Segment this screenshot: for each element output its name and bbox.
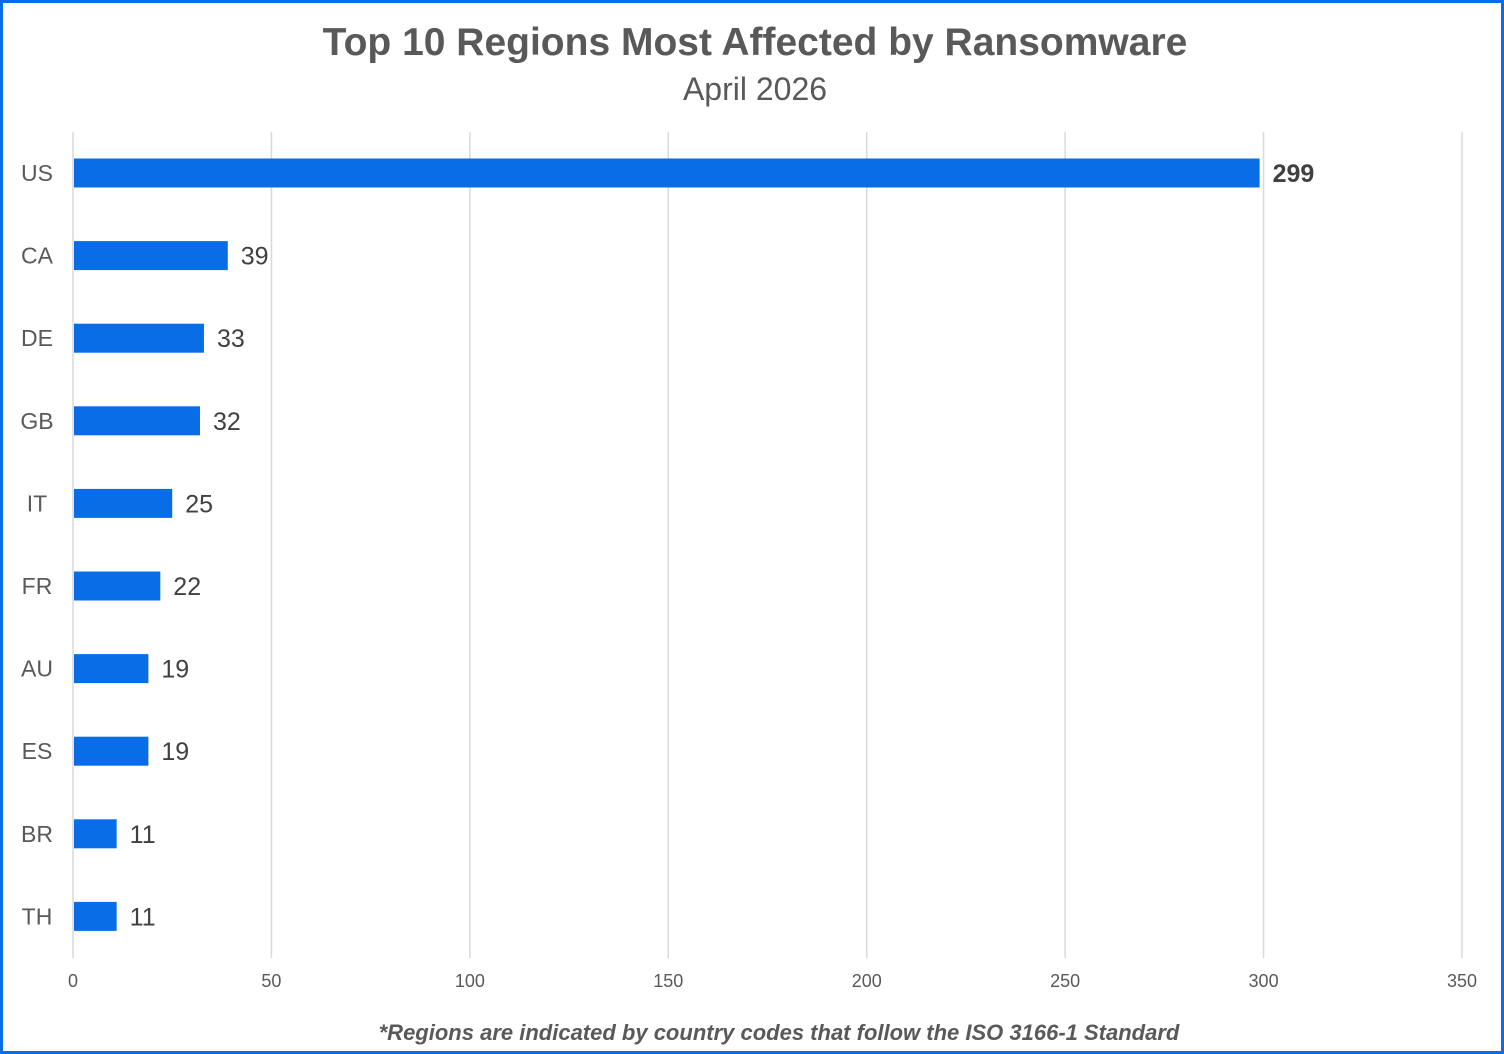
category-label: GB: [20, 408, 53, 434]
bar: [74, 654, 149, 684]
category-label: IT: [27, 490, 47, 516]
x-tick-label: 150: [653, 971, 683, 991]
value-label: 33: [217, 325, 245, 353]
category-label: TH: [22, 903, 53, 929]
value-label: 19: [161, 656, 189, 684]
x-tick-label: 100: [455, 971, 485, 991]
x-tick-label: 250: [1050, 971, 1080, 991]
labels: 0 50 100 150 200 250 300 350 US 299 CA 39 DE 33 GB 32 IT…: [20, 160, 1477, 991]
bar: [74, 158, 1260, 188]
value-label: 25: [185, 490, 213, 518]
value-label: 22: [173, 573, 201, 601]
category-label: US: [21, 160, 53, 186]
chart-footnote: *Regions are indicated by country codes …: [378, 1020, 1180, 1045]
value-label: 11: [130, 821, 156, 849]
chart-subtitle: April 2026: [682, 71, 828, 107]
x-tick-label: 300: [1249, 971, 1279, 991]
category-label: AU: [21, 656, 53, 682]
bar: [74, 736, 149, 766]
value-label: 19: [161, 738, 189, 766]
x-tick-label: 350: [1447, 971, 1477, 991]
bar: [74, 571, 161, 601]
chart-title: Top 10 Regions Most Affected by Ransomwa…: [322, 21, 1188, 64]
category-label: DE: [21, 325, 53, 351]
category-label: CA: [21, 243, 54, 269]
bar: [74, 323, 204, 353]
category-label: BR: [21, 821, 53, 847]
bar: [74, 406, 200, 436]
bar: [74, 901, 117, 931]
bar: [74, 819, 117, 849]
category-label: FR: [22, 573, 53, 599]
value-label: 11: [130, 903, 156, 931]
category-label: ES: [22, 738, 53, 764]
value-label: 32: [213, 408, 241, 436]
bar: [74, 241, 228, 271]
gridlines: [72, 132, 1463, 958]
x-tick-label: 0: [68, 971, 78, 991]
bar: [74, 488, 173, 518]
value-label: 299: [1273, 160, 1315, 188]
x-tick-label: 50: [261, 971, 281, 991]
bar-chart: 0 50 100 150 200 250 300 350 US 299 CA 39 DE 33 GB 32 IT…: [20, 132, 1477, 991]
bars: [74, 158, 1260, 931]
x-tick-label: 200: [852, 971, 882, 991]
value-label: 39: [241, 243, 269, 271]
